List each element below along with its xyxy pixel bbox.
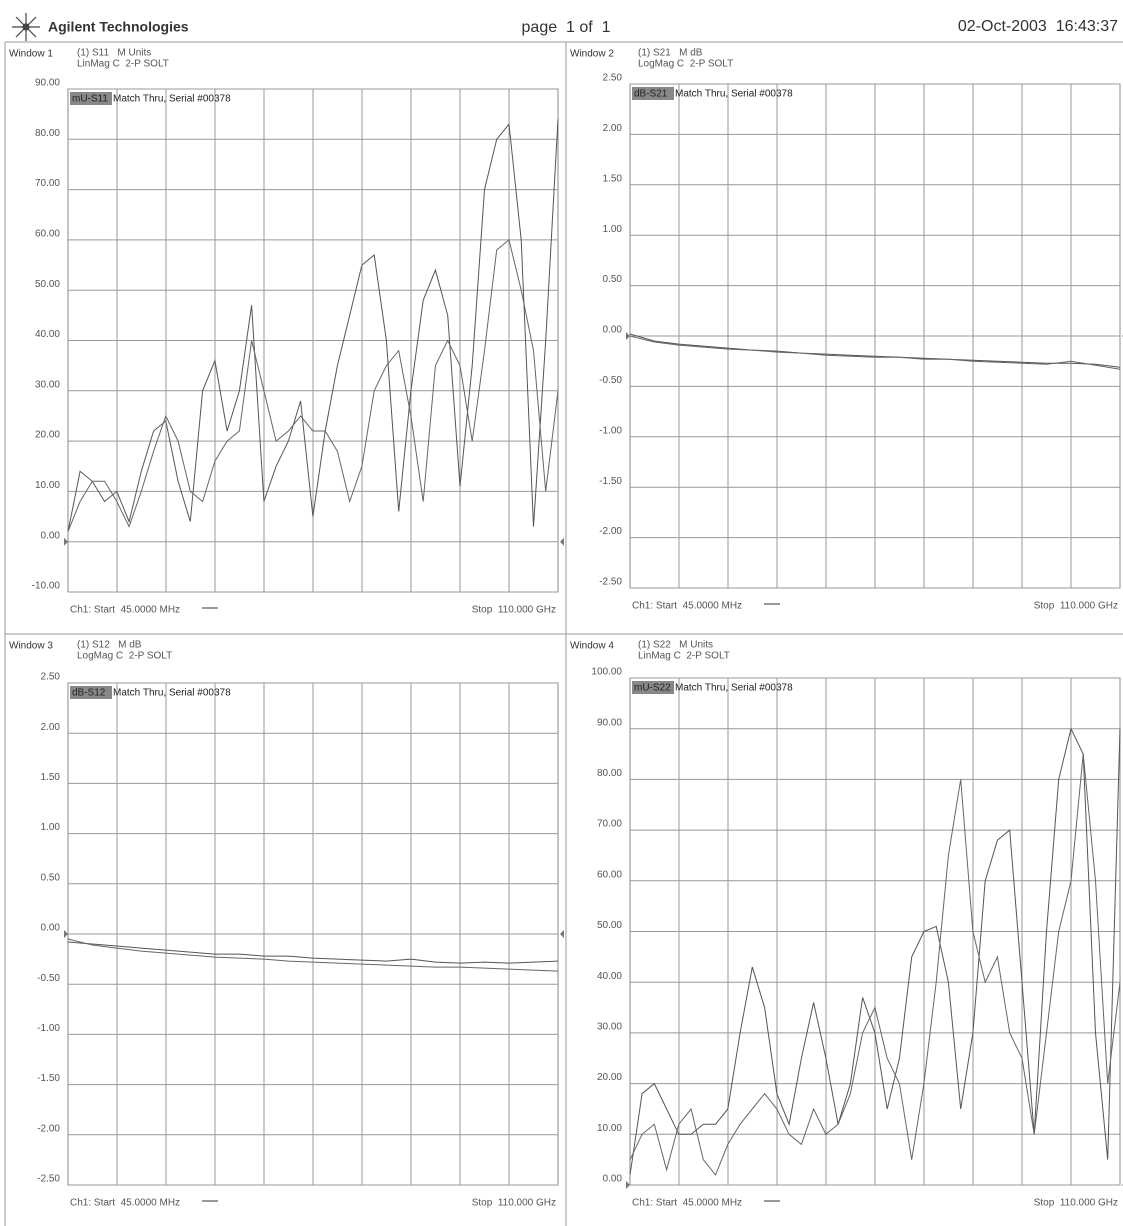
- title-tag: dB-S21: [634, 89, 668, 100]
- y-tick-label: 30.00: [597, 1022, 622, 1033]
- y-tick-label: -0.50: [599, 375, 622, 386]
- title-tag-bg: [632, 87, 674, 100]
- y-tick-label: 0.00: [41, 530, 61, 541]
- trace-label: (1) S21 M dB: [638, 48, 703, 59]
- title-tag: dB-S12: [72, 688, 106, 699]
- format-label: LinMag C 2-P SOLT: [638, 651, 730, 662]
- trace-label: (1) S22 M Units: [638, 640, 713, 651]
- y-tick-label: 0.50: [603, 274, 623, 285]
- title-tag: mU-S11: [72, 94, 108, 105]
- y-tick-label: 2.50: [603, 73, 623, 84]
- trace-label: (1) S12 M dB: [77, 640, 142, 651]
- trace: [629, 333, 1121, 368]
- start-label: Ch1: Start 45.0000 MHz: [632, 1198, 742, 1209]
- title-tag-bg: [70, 686, 112, 699]
- y-tick-label: 0.50: [41, 872, 61, 883]
- y-tick-label: 1.00: [603, 224, 623, 235]
- y-tick-label: 100.00: [591, 667, 622, 678]
- window-label: Window 2: [570, 49, 614, 60]
- chart-title: Match Thru, Serial #00378: [113, 94, 231, 105]
- trace: [629, 753, 1121, 1176]
- reference-marker: [560, 930, 564, 938]
- y-tick-label: 60.00: [35, 229, 60, 240]
- start-label: Ch1: Start 45.0000 MHz: [632, 601, 742, 612]
- title-tag: mU-S22: [634, 683, 671, 694]
- y-tick-label: 0.00: [41, 923, 61, 934]
- trace: [67, 941, 559, 964]
- y-tick-label: 30.00: [35, 379, 60, 390]
- y-tick-label: 10.00: [597, 1123, 622, 1134]
- start-label: Ch1: Start 45.0000 MHz: [70, 1198, 180, 1209]
- reference-marker: [626, 332, 630, 340]
- format-label: LogMag C 2-P SOLT: [638, 59, 733, 70]
- start-label: Ch1: Start 45.0000 MHz: [70, 605, 180, 616]
- trace: [629, 727, 1121, 1175]
- y-tick-label: 0.00: [603, 325, 623, 336]
- stop-label: Stop 110.000 GHz: [1034, 1198, 1118, 1209]
- y-tick-label: 20.00: [35, 430, 60, 441]
- y-tick-label: 1.00: [41, 822, 61, 833]
- chart-title: Match Thru, Serial #00378: [113, 688, 231, 699]
- y-tick-label: -1.50: [37, 1073, 60, 1084]
- title-tag-bg: [70, 92, 112, 105]
- y-tick-label: -2.50: [37, 1174, 60, 1185]
- reference-marker: [64, 537, 68, 546]
- stop-label: Stop 110.000 GHz: [1034, 601, 1118, 612]
- y-tick-label: 2.00: [603, 123, 623, 134]
- y-tick-label: 10.00: [35, 480, 60, 491]
- page-number: page 1 of 1: [522, 19, 611, 36]
- y-tick-label: -1.00: [37, 1023, 60, 1034]
- window-label: Window 1: [9, 49, 53, 60]
- stop-label: Stop 110.000 GHz: [472, 605, 556, 616]
- y-tick-label: -2.50: [599, 577, 622, 588]
- window-label: Window 4: [570, 641, 614, 652]
- logo: [12, 13, 40, 41]
- y-tick-label: 80.00: [597, 768, 622, 779]
- chart-title: Match Thru, Serial #00378: [675, 683, 793, 694]
- title-tag-bg: [632, 681, 674, 694]
- format-label: LogMag C 2-P SOLT: [77, 651, 172, 662]
- y-tick-label: 40.00: [597, 971, 622, 982]
- stop-label: Stop 110.000 GHz: [472, 1198, 556, 1209]
- y-tick-label: 50.00: [597, 920, 622, 931]
- reference-marker: [560, 537, 564, 546]
- y-tick-label: 90.00: [35, 78, 60, 89]
- company-name: Agilent Technologies: [48, 19, 189, 35]
- y-tick-label: 1.50: [41, 772, 61, 783]
- y-tick-label: 2.50: [41, 672, 61, 683]
- reference-marker: [64, 930, 68, 938]
- y-tick-label: 20.00: [597, 1072, 622, 1083]
- window-label: Window 3: [9, 641, 53, 652]
- y-tick-label: 1.50: [603, 173, 623, 184]
- trace-label: (1) S11 M Units: [77, 48, 151, 59]
- y-tick-label: -2.00: [599, 526, 622, 537]
- y-tick-label: 70.00: [35, 178, 60, 189]
- y-tick-label: -0.50: [37, 973, 60, 984]
- y-tick-label: 2.00: [41, 722, 61, 733]
- y-tick-label: 90.00: [597, 717, 622, 728]
- format-label: LinMag C 2-P SOLT: [77, 59, 169, 70]
- chart-title: Match Thru, Serial #00378: [675, 89, 793, 100]
- y-tick-label: 60.00: [597, 869, 622, 880]
- y-tick-label: 40.00: [35, 329, 60, 340]
- y-tick-label: -2.00: [37, 1123, 60, 1134]
- trace: [67, 239, 559, 532]
- timestamp: 02-Oct-2003 16:43:37: [958, 18, 1118, 35]
- y-tick-label: 80.00: [35, 128, 60, 139]
- trace: [629, 335, 1121, 370]
- y-tick-label: -1.50: [599, 476, 622, 487]
- y-tick-label: 70.00: [597, 819, 622, 830]
- reference-marker: [626, 1181, 630, 1189]
- trace: [67, 119, 559, 532]
- trace: [67, 938, 559, 972]
- y-tick-label: -10.00: [32, 581, 61, 592]
- y-tick-label: 50.00: [35, 279, 60, 290]
- y-tick-label: 0.00: [603, 1174, 623, 1185]
- y-tick-label: -1.00: [599, 425, 622, 436]
- frame: [4, 41, 1123, 1226]
